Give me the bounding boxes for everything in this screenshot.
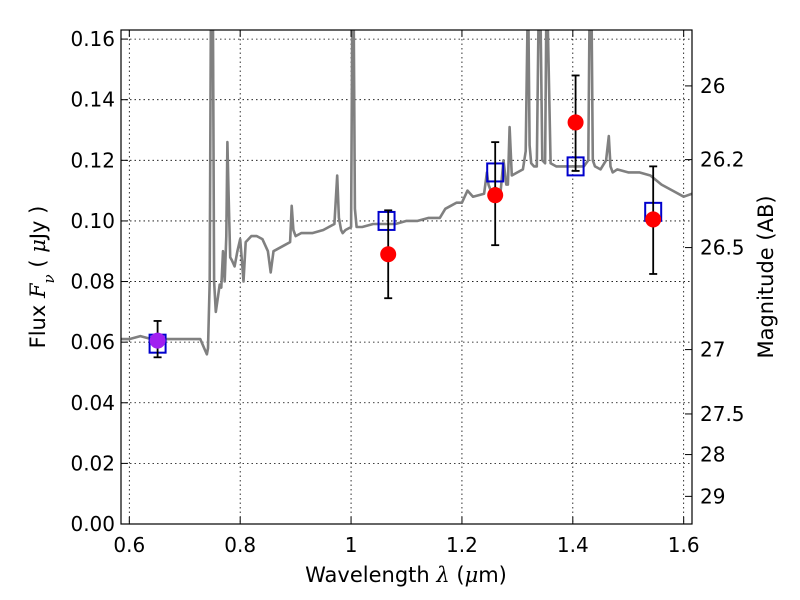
y2-tick-label: 26.2 xyxy=(700,148,745,172)
x-tick-label: 1.4 xyxy=(557,533,589,557)
y2-tick-label: 28 xyxy=(700,443,725,467)
y-tick-label: 0.00 xyxy=(70,512,115,536)
x-axis-label: Wavelength λ (μm) xyxy=(305,563,507,587)
x-tick-label: 0.6 xyxy=(113,533,145,557)
y-tick-label: 0.12 xyxy=(70,148,115,172)
x-tick-label: 1 xyxy=(345,533,358,557)
axis-ticks: 0.6 0.8 1 1.2 1.4 1.6 0.00 0.02 0.04 0.06 0.08 0.10… xyxy=(70,27,744,557)
y-tick-label: 0.14 xyxy=(70,88,115,112)
plot-frame xyxy=(120,29,693,525)
y-tick-label: 0.06 xyxy=(70,330,115,354)
spectrum-line xyxy=(121,30,692,356)
model-point xyxy=(377,210,396,231)
y-tick-label: 0.08 xyxy=(70,270,115,294)
plot-content xyxy=(121,30,692,359)
y-tick-label: 0.02 xyxy=(70,451,115,475)
observed-point xyxy=(380,246,397,263)
observed-point xyxy=(149,332,166,349)
x-tick-label: 0.8 xyxy=(224,533,256,557)
plot-area xyxy=(121,30,692,524)
x-tick-label: 1.2 xyxy=(446,533,478,557)
observed-point xyxy=(487,187,504,204)
y2-tick-label: 29 xyxy=(700,484,725,508)
y2-tick-label: 26.5 xyxy=(700,236,745,260)
observed-point xyxy=(567,114,584,131)
y2-tick-label: 27.5 xyxy=(700,402,745,426)
data-marks xyxy=(148,74,663,359)
y-tick-label: 0.16 xyxy=(70,27,115,51)
y-axis-label: Flux Fν ( μJy ) xyxy=(26,206,58,349)
y2-axis-label: Magnitude (AB) xyxy=(754,195,778,358)
y-tick-label: 0.10 xyxy=(70,209,115,233)
y2-tick-label: 26 xyxy=(700,74,725,98)
x-tick-label: 1.6 xyxy=(668,533,700,557)
y2-tick-label: 27 xyxy=(700,338,725,362)
observed-point xyxy=(645,211,662,228)
y-tick-label: 0.04 xyxy=(70,391,115,415)
